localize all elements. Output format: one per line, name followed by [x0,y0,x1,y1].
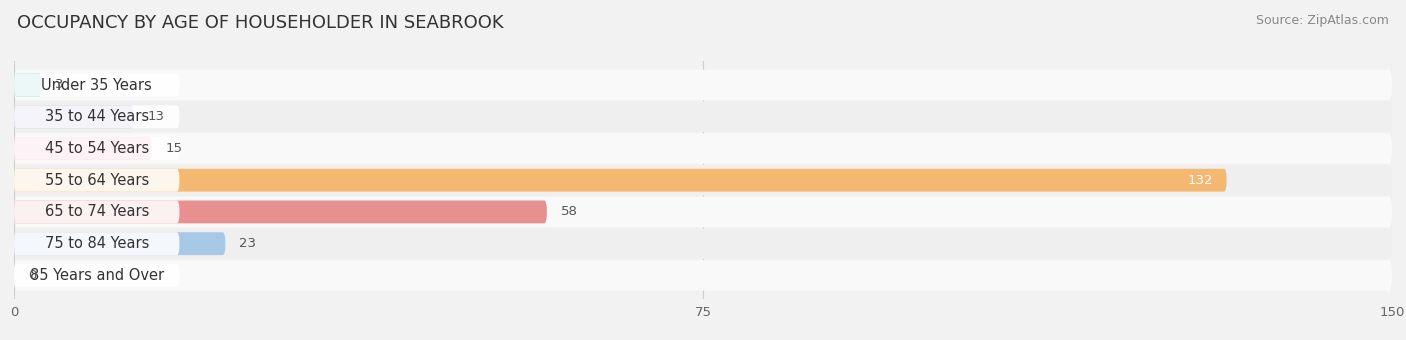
FancyBboxPatch shape [14,137,180,160]
Text: 15: 15 [166,142,183,155]
FancyBboxPatch shape [14,105,134,128]
Text: 132: 132 [1187,174,1213,187]
Text: 35 to 44 Years: 35 to 44 Years [45,109,149,124]
Text: Under 35 Years: Under 35 Years [41,78,152,92]
Text: 45 to 54 Years: 45 to 54 Years [45,141,149,156]
FancyBboxPatch shape [14,73,180,97]
FancyBboxPatch shape [14,73,42,97]
FancyBboxPatch shape [14,137,152,160]
Text: 55 to 64 Years: 55 to 64 Years [45,173,149,188]
FancyBboxPatch shape [14,264,180,287]
Text: 75 to 84 Years: 75 to 84 Years [45,236,149,251]
FancyBboxPatch shape [14,165,1392,196]
Text: OCCUPANCY BY AGE OF HOUSEHOLDER IN SEABROOK: OCCUPANCY BY AGE OF HOUSEHOLDER IN SEABR… [17,14,503,32]
FancyBboxPatch shape [14,105,180,128]
Text: 85 Years and Over: 85 Years and Over [30,268,163,283]
FancyBboxPatch shape [14,197,1392,227]
FancyBboxPatch shape [14,260,1392,291]
FancyBboxPatch shape [14,169,180,192]
Text: 23: 23 [239,237,256,250]
FancyBboxPatch shape [14,232,225,255]
FancyBboxPatch shape [14,201,547,223]
Text: 0: 0 [28,269,37,282]
FancyBboxPatch shape [14,169,1226,192]
Text: 3: 3 [55,79,63,91]
Text: Source: ZipAtlas.com: Source: ZipAtlas.com [1256,14,1389,27]
Text: 13: 13 [148,110,165,123]
Text: 58: 58 [561,205,578,218]
FancyBboxPatch shape [14,232,180,255]
FancyBboxPatch shape [14,133,1392,164]
FancyBboxPatch shape [14,201,180,223]
FancyBboxPatch shape [14,228,1392,259]
Text: 65 to 74 Years: 65 to 74 Years [45,204,149,219]
FancyBboxPatch shape [14,70,1392,100]
FancyBboxPatch shape [14,102,1392,132]
